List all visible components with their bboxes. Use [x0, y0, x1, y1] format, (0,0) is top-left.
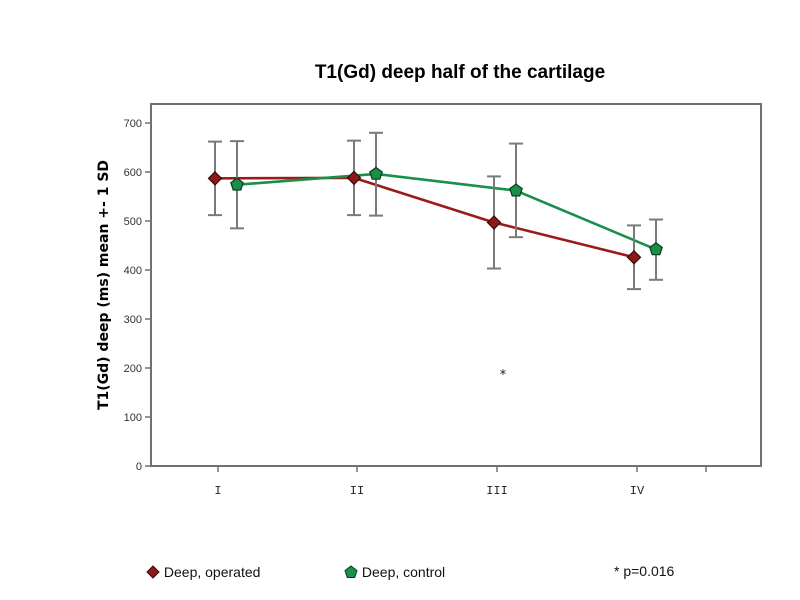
y-tick-label: 300: [124, 314, 142, 326]
data-point-control: [369, 166, 383, 180]
legend-item-operated: Deep, operated: [146, 564, 260, 580]
x-tick-label: I: [214, 484, 221, 498]
plot-area: [150, 103, 762, 467]
series-line-0: [214, 176, 635, 259]
legend-label-operated: Deep, operated: [163, 564, 261, 580]
annotations: *: [500, 368, 507, 383]
y-tick-label: 700: [124, 118, 142, 130]
data-point-control: [230, 177, 244, 191]
data-point-operated: [486, 215, 502, 230]
y-tick-label: 500: [124, 216, 142, 228]
y-tick-label: 100: [124, 412, 142, 424]
y-tick-label: 600: [124, 167, 142, 179]
x-tick-label: III: [486, 484, 508, 498]
data-point-control: [649, 242, 663, 256]
series-lines: [214, 172, 657, 259]
series-markers: [207, 166, 663, 265]
pentagon-marker-icon: [344, 565, 358, 578]
x-tick-label: IV: [630, 484, 645, 498]
data-point-control: [509, 183, 523, 197]
chart-title: T1(Gd) deep half of the cartilage: [314, 62, 606, 83]
x-axis: I II III IV: [214, 466, 707, 498]
significance-marker: *: [500, 368, 507, 383]
significance-note: * p=0.016: [614, 563, 675, 579]
data-point-operated: [207, 171, 223, 186]
y-tick-label: 200: [124, 363, 142, 375]
data-point-operated: [626, 249, 642, 265]
y-axis: 0 100 200 300 400 500 600 700: [124, 118, 151, 473]
data-point-operated: [346, 170, 362, 186]
y-axis-label: T1(Gd) deep (ms) mean +- 1 SD: [96, 160, 112, 410]
y-tick-label: 0: [136, 461, 142, 473]
x-tick-label: II: [350, 484, 364, 498]
diamond-marker-icon: [146, 565, 160, 579]
legend-label-control: Deep, control: [361, 564, 446, 580]
y-tick-label: 400: [124, 265, 142, 277]
series-line-1: [236, 172, 657, 251]
legend-item-control: Deep, control: [344, 564, 445, 580]
